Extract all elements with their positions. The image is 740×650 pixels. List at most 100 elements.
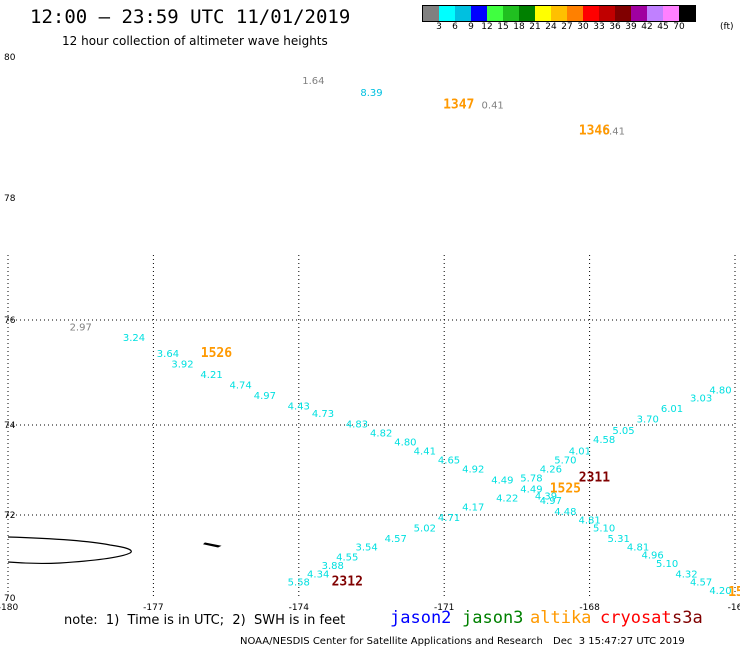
footer-credit: NOAA/NESDIS Center for Satellite Applica…	[240, 636, 543, 647]
wave-height-label: 4.81	[578, 515, 600, 526]
coastline-island	[202, 542, 222, 548]
legend-swatch	[583, 6, 599, 21]
wave-height-label: 5.58	[288, 578, 310, 589]
wave-height-label: 2.97	[70, 323, 92, 334]
wave-height-label: 3.03	[690, 393, 712, 404]
lon-tick-label: -16	[728, 603, 740, 613]
pass-id-label: 2312	[332, 575, 363, 590]
wave-height-label: 4.17	[462, 503, 484, 514]
wave-height-label: 4.97	[540, 496, 562, 507]
wave-height-label: 4.49	[491, 476, 513, 487]
lat-tick-label: 74	[4, 421, 16, 431]
wave-height-label: 5.10	[593, 524, 615, 535]
legend-swatch	[455, 6, 471, 21]
wave-height-label: 4.92	[462, 464, 484, 475]
page-title: 12:00 – 23:59 UTC 11/01/2019	[30, 6, 351, 28]
wave-height-label: 4.43	[288, 401, 310, 412]
wave-height-label: 4.34	[307, 569, 329, 580]
wave-height-label: 4.21	[200, 370, 222, 381]
wave-height-label: 4.32	[675, 569, 697, 580]
color-legend-labels: 3 6 9 12 15 18 21 24 27 30 33 36 39 42 45 70 (ft)	[422, 22, 740, 34]
wave-height-label: 4.55	[336, 553, 358, 564]
legend-label: 21	[529, 22, 541, 32]
satellite-label: altika	[530, 608, 592, 628]
wave-height-label: 4.49	[520, 485, 542, 496]
legend-swatch	[487, 6, 503, 21]
legend-label: 70	[673, 22, 685, 32]
satellite-label: s3a	[672, 608, 703, 628]
pass-id-label: 1347	[443, 97, 474, 112]
lat-tick-label: 78	[4, 194, 16, 204]
page-subtitle: 12 hour collection of altimeter wave hei…	[62, 34, 328, 48]
legend-label: 39	[625, 22, 637, 32]
wave-height-label: 4.80	[394, 437, 416, 448]
lat-tick-label: 70	[4, 594, 16, 604]
footer-date: Dec 3 15:47:27 UTC 2019	[553, 636, 685, 647]
wave-height-label: 4.80	[709, 386, 731, 397]
lat-tick-label: 72	[4, 511, 15, 521]
legend-label: 18	[513, 22, 525, 32]
legend-swatch	[599, 6, 615, 21]
pass-id-label: 2311	[579, 470, 610, 485]
lon-tick-label: -174	[289, 603, 310, 613]
pass-id-label: 1346	[579, 124, 610, 139]
legend-unit: (ft)	[720, 22, 734, 32]
legend-label: 9	[468, 22, 474, 32]
satellite-label: jason3	[462, 608, 524, 628]
legend-swatch	[471, 6, 487, 21]
legend-label: 3	[436, 22, 442, 32]
satellite-label: cryosat	[600, 608, 672, 628]
wave-height-label: 4.82	[370, 428, 392, 439]
wave-height-label: 4.48	[554, 507, 576, 518]
note-text: note: 1) Time is in UTC; 2) SWH is in fe…	[64, 613, 346, 628]
legend-swatch	[535, 6, 551, 21]
wave-height-label: 4.26	[540, 464, 562, 475]
wave-height-label: 4.74	[230, 380, 252, 391]
legend-label: 24	[545, 22, 557, 32]
wave-height-label: 4.73	[312, 409, 334, 420]
wave-height-label: 5.10	[656, 559, 678, 570]
legend-label: 42	[641, 22, 653, 32]
pass-id-label: 1526	[201, 346, 232, 361]
wave-height-label: 5.02	[414, 524, 436, 535]
legend-swatch	[679, 6, 695, 21]
legend-label: 45	[657, 22, 669, 32]
pass-id-label: 1525	[550, 482, 581, 497]
wave-height-label: 4.20	[709, 586, 731, 597]
legend-swatch	[423, 6, 439, 21]
legend-swatch	[551, 6, 567, 21]
legend-label: 30	[577, 22, 589, 32]
lon-tick-label: -171	[434, 603, 454, 613]
wave-height-label: 3.54	[356, 542, 378, 553]
legend-label: 6	[452, 22, 458, 32]
wave-height-label: 5.05	[612, 426, 634, 437]
wave-height-label: 3.64	[157, 349, 179, 360]
wave-height-label: 5.31	[608, 534, 630, 545]
legend-swatch	[663, 6, 679, 21]
legend-swatch	[567, 6, 583, 21]
wave-height-label: 4.22	[496, 494, 518, 505]
wave-height-label: 4.71	[438, 513, 460, 524]
wave-height-label: 3.92	[171, 359, 193, 370]
wave-height-label: 3.88	[322, 561, 344, 572]
wave-height-label: 8.39	[360, 88, 382, 99]
lon-tick-label: -180	[0, 603, 18, 613]
coastline-siberia	[7, 536, 132, 565]
wave-height-label: 4.58	[593, 435, 615, 446]
wave-height-label: 0.41	[603, 127, 625, 138]
wave-height-label: 4.96	[641, 551, 663, 562]
legend-swatch	[615, 6, 631, 21]
wave-height-label: 4.81	[627, 542, 649, 553]
wave-height-label: 1.64	[302, 76, 324, 87]
wave-height-label: 4.41	[414, 446, 436, 457]
legend-swatch	[647, 6, 663, 21]
wave-height-label: 4.39	[535, 491, 557, 502]
wave-height-label: 5.70	[554, 455, 576, 466]
lat-tick-label: 76	[4, 316, 16, 326]
wave-height-label: 5.78	[520, 473, 542, 484]
wave-height-label: 3.24	[123, 333, 145, 344]
wave-height-label: 4.01	[569, 446, 591, 457]
color-legend	[422, 5, 696, 22]
wave-height-label: 4.65	[438, 455, 460, 466]
wave-height-label: 6.01	[661, 404, 683, 415]
